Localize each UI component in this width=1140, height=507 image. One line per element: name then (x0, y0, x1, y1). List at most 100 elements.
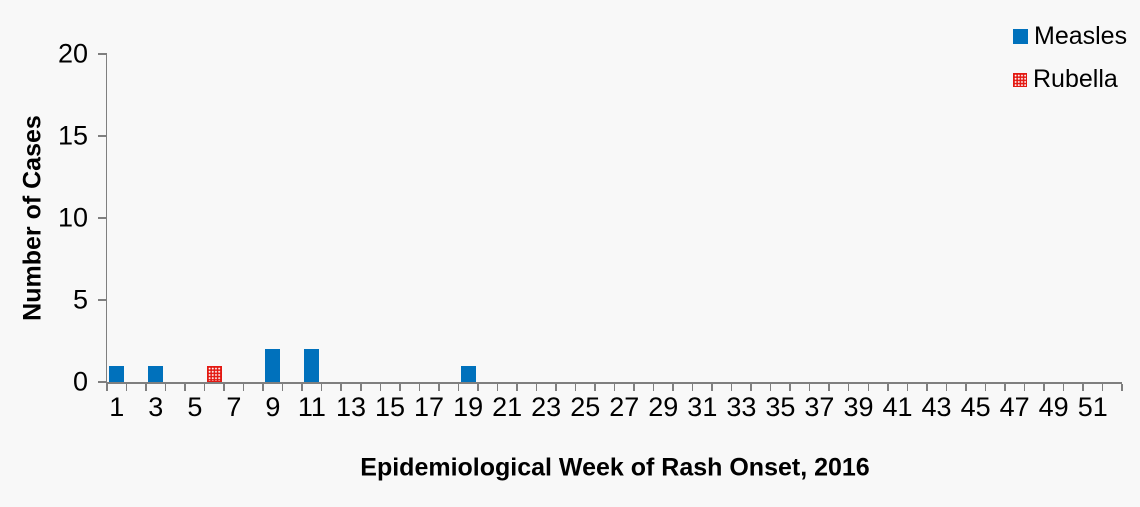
x-axis-tick-label: 1 (109, 392, 125, 422)
x-axis-tick (691, 383, 694, 391)
x-axis-tick (750, 383, 752, 391)
x-axis-tick (477, 383, 479, 391)
x-axis-tick-label: 15 (374, 392, 406, 422)
y-axis-tick (98, 135, 107, 137)
x-axis-tick (516, 383, 518, 391)
x-axis-tick-label: 27 (609, 392, 640, 422)
y-axis-tick-label: 15 (57, 120, 88, 151)
x-axis-tick (281, 383, 284, 391)
x-axis-tick (301, 383, 303, 391)
x-axis-tick-label: 31 (687, 392, 718, 422)
x-axis-tick-label: 37 (804, 392, 835, 422)
x-axis-tick (555, 383, 557, 391)
bar-measles-week-1 (109, 365, 125, 382)
x-axis-tick (164, 383, 167, 391)
rubella-swatch-icon (1013, 72, 1027, 87)
x-axis-tick (340, 383, 342, 391)
x-axis-tick (652, 383, 655, 391)
x-axis-tick (1043, 383, 1045, 391)
x-axis-tick (769, 383, 772, 391)
x-axis-tick (262, 383, 264, 391)
x-axis-tick-label: 3 (148, 392, 164, 422)
y-axis-line (105, 54, 107, 384)
x-axis-tick (496, 383, 499, 391)
x-axis-tick-label: 9 (265, 392, 281, 422)
x-axis-tick-label: 25 (570, 392, 601, 422)
x-axis-tick-label: 43 (921, 392, 952, 422)
x-axis-tick (926, 383, 928, 391)
x-axis-line (105, 382, 1122, 384)
x-axis-tick (574, 383, 577, 391)
x-axis-tick (457, 383, 460, 391)
x-axis-tick (418, 383, 421, 391)
x-axis-tick (730, 383, 733, 391)
x-axis-tick (145, 383, 147, 391)
y-axis-tick (98, 299, 107, 301)
x-axis-tick (399, 383, 401, 391)
measles-swatch-icon (1013, 29, 1028, 44)
x-axis-tick (184, 383, 186, 391)
y-axis-tick (98, 217, 107, 219)
legend-item-rubella: Rubella (1013, 65, 1127, 94)
x-axis-tick (379, 383, 382, 391)
x-axis-tick-label: 21 (492, 392, 523, 422)
x-axis-tick (203, 383, 206, 391)
x-axis-tick-label: 17 (414, 392, 445, 422)
bar-measles-week-19 (460, 365, 476, 382)
x-axis-tick-label: 29 (648, 392, 679, 422)
bar-rubella-week-6 (206, 365, 222, 382)
x-axis-tick (789, 383, 791, 391)
x-axis-tick-label: 5 (187, 392, 203, 422)
y-axis-tick (98, 53, 107, 55)
x-axis-tick (906, 383, 909, 391)
y-axis-tick-label: 10 (57, 202, 88, 233)
x-axis-tick (535, 383, 538, 391)
x-axis-tick-label: 49 (1038, 392, 1069, 422)
x-axis-tick (223, 383, 225, 391)
x-axis-tick (1023, 383, 1026, 391)
y-axis-tick (98, 381, 107, 383)
x-axis-tick (633, 383, 635, 391)
x-axis-tick (672, 383, 674, 391)
x-axis-tick (242, 383, 245, 391)
x-axis-tick (360, 383, 362, 391)
x-axis-tick (867, 383, 869, 391)
x-axis-tick (828, 383, 830, 391)
x-axis-tick (594, 383, 596, 391)
y-axis-tick-label: 0 (72, 366, 88, 397)
legend-item-measles: Measles (1013, 22, 1127, 51)
x-axis-tick (945, 383, 948, 391)
x-axis-tick-label: 7 (226, 392, 242, 422)
x-axis-tick-label: 45 (960, 392, 991, 422)
x-axis-tick (965, 383, 967, 391)
y-axis-tick-label: 5 (72, 284, 88, 315)
x-axis-tick-label: 11 (297, 392, 326, 422)
x-axis-tick (1121, 383, 1123, 391)
x-axis-tick (438, 383, 440, 391)
x-axis-tick (1082, 383, 1084, 391)
x-axis-tick (1004, 383, 1006, 391)
x-axis-tick (887, 383, 889, 391)
x-axis-tick (847, 383, 850, 391)
x-axis-tick (1062, 383, 1065, 391)
x-axis-tick-label: 33 (726, 392, 757, 422)
bar-measles-week-11 (304, 349, 320, 382)
measles-legend-label: Measles (1034, 22, 1128, 50)
x-axis-tick-label: 41 (882, 392, 913, 422)
bar-measles-week-3 (148, 365, 164, 382)
x-axis-tick (1101, 383, 1104, 391)
x-axis-tick (125, 383, 128, 391)
x-axis-tick-label: 23 (531, 392, 562, 422)
rubella-legend-label: Rubella (1033, 65, 1118, 93)
x-axis-tick-label: 39 (843, 392, 874, 422)
x-axis-tick-label: 13 (335, 392, 367, 422)
bar-measles-week-9 (265, 349, 281, 382)
x-axis-tick (711, 383, 713, 391)
x-axis-tick (808, 383, 811, 391)
x-axis-title: Epidemiological Week of Rash Onset, 2016 (360, 453, 870, 482)
x-axis-tick (320, 383, 323, 391)
x-axis-tick-label: 19 (453, 392, 484, 422)
y-axis-tick-label: 20 (57, 38, 88, 69)
x-axis-tick (984, 383, 987, 391)
